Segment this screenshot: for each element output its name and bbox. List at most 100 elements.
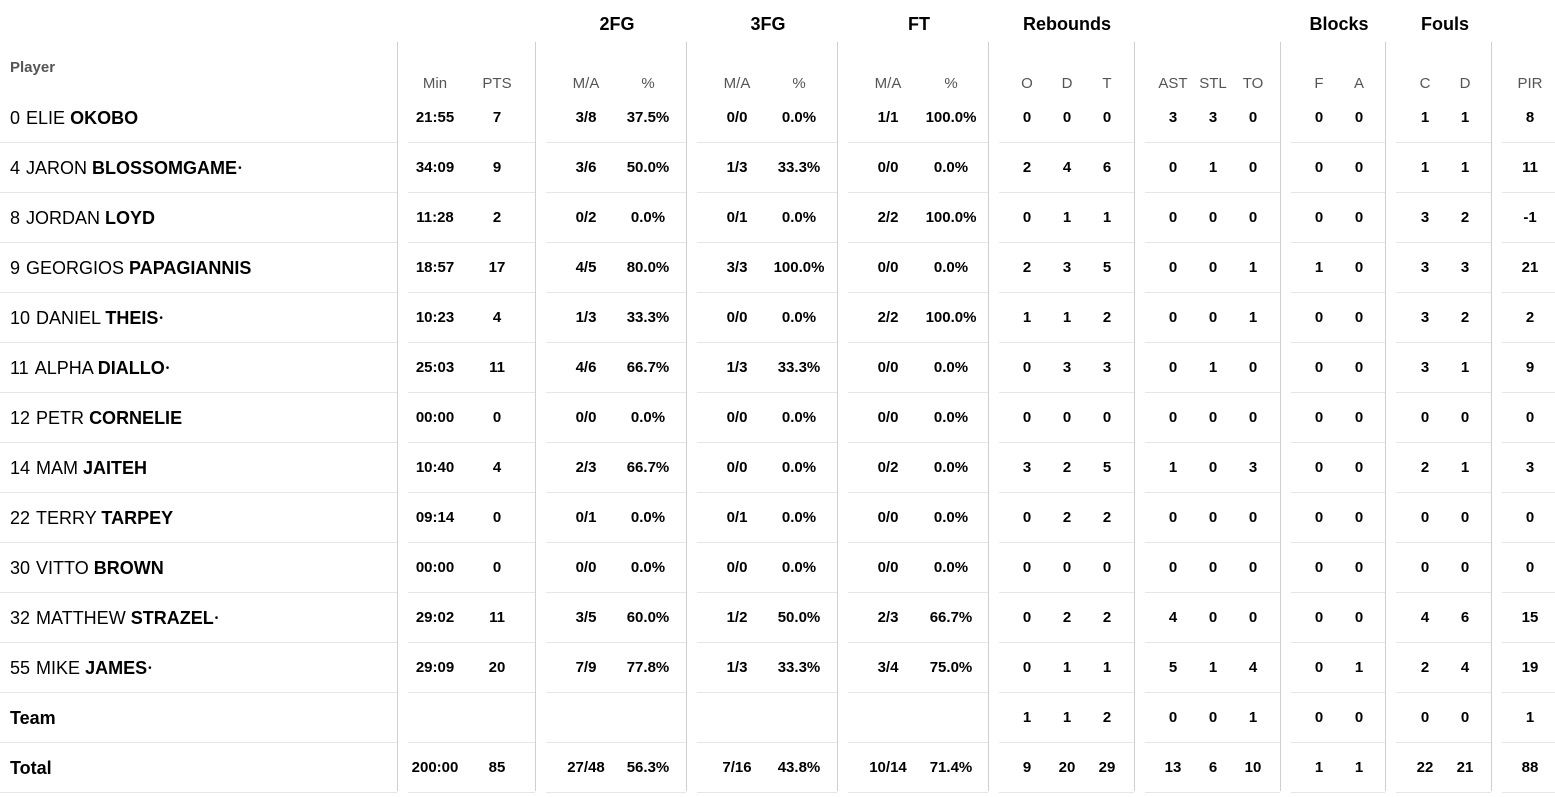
cell-to: 0 bbox=[1248, 159, 1258, 176]
cell-fg3-pct: 100.0% bbox=[773, 259, 825, 276]
column-header-to[interactable]: TO bbox=[1242, 75, 1264, 92]
column-header-player[interactable]: Player bbox=[10, 59, 56, 76]
player-row: 9 GEORGIOS PAPAGIANNIS 18:57 17 4/5 80.0% 3/3 1… bbox=[0, 243, 1555, 293]
cell-fg3-ma: 3/3 bbox=[726, 259, 748, 276]
cell-reb-d: 1 bbox=[1062, 309, 1072, 326]
column-header-pts[interactable]: PTS bbox=[482, 75, 512, 92]
player-first-name: ELIE bbox=[26, 108, 66, 128]
row-divider bbox=[848, 292, 988, 293]
player-number: 9 bbox=[10, 258, 21, 278]
player-last-name: OKOBO bbox=[70, 108, 139, 128]
cell-fg3-pct: 0.0% bbox=[781, 409, 817, 426]
cell-fg3-ma: 0/0 bbox=[726, 409, 748, 426]
player-row: 55 MIKE JAMES• 29:09 20 7/9 77.8% 1/3 33.3% 3/4 7… bbox=[0, 643, 1555, 693]
column-header-ast[interactable]: AST bbox=[1158, 75, 1188, 92]
row-divider bbox=[697, 542, 837, 543]
cell-reb-t: 2 bbox=[1102, 509, 1112, 526]
cell-to: 0 bbox=[1248, 209, 1258, 226]
column-header-reb-d[interactable]: D bbox=[1061, 75, 1073, 92]
cell-fg2-ma: 7/9 bbox=[575, 659, 597, 676]
cell-pir: 88 bbox=[1521, 759, 1539, 776]
column-header-fg3-pct[interactable]: % bbox=[792, 75, 806, 92]
cell-reb-t: 0 bbox=[1102, 409, 1112, 426]
row-divider bbox=[697, 742, 837, 743]
cell-ast: 0 bbox=[1168, 259, 1178, 276]
player-name-link[interactable]: 30 VITTO BROWN bbox=[10, 543, 164, 593]
cell-fg3-pct: 0.0% bbox=[781, 309, 817, 326]
player-name-link[interactable]: 32 MATTHEW STRAZEL• bbox=[10, 593, 218, 643]
cell-pir: 1 bbox=[1525, 709, 1535, 726]
cell-foul-c: 1 bbox=[1420, 109, 1430, 126]
cell-fg2-pct: 66.7% bbox=[626, 459, 670, 476]
total-row-label: Total bbox=[10, 758, 52, 778]
starter-mark-icon: • bbox=[214, 613, 219, 625]
divider bbox=[1280, 42, 1281, 791]
column-header-fg2-pct[interactable]: % bbox=[641, 75, 655, 92]
player-name-link[interactable]: 9 GEORGIOS PAPAGIANNIS bbox=[10, 243, 251, 293]
cell-fg3-pct: 0.0% bbox=[781, 209, 817, 226]
player-name-link[interactable]: 14 MAM JAITEH bbox=[10, 443, 147, 493]
column-header-stl[interactable]: STL bbox=[1199, 75, 1227, 92]
column-header-foul-d[interactable]: D bbox=[1459, 75, 1471, 92]
cell-pts: 2 bbox=[492, 209, 502, 226]
row-divider bbox=[0, 142, 397, 143]
divider bbox=[535, 42, 536, 791]
column-header-fg3-ma[interactable]: M/A bbox=[723, 75, 751, 92]
player-name-link[interactable]: 8 JORDAN LOYD bbox=[10, 193, 155, 243]
cell-reb-o: 0 bbox=[1022, 409, 1032, 426]
column-header-fg2-ma[interactable]: M/A bbox=[572, 75, 600, 92]
cell-pir: 8 bbox=[1525, 109, 1535, 126]
player-name-link[interactable]: 4 JARON BLOSSOMGAME• bbox=[10, 143, 242, 193]
player-name-link[interactable]: 22 TERRY TARPEY bbox=[10, 493, 173, 543]
cell-fg2-ma: 3/8 bbox=[575, 109, 597, 126]
cell-fg3-pct: 43.8% bbox=[777, 759, 821, 776]
cell-ast: 0 bbox=[1168, 709, 1178, 726]
cell-pts: 20 bbox=[488, 659, 506, 676]
cell-foul-c: 3 bbox=[1420, 209, 1430, 226]
cell-fg2-ma: 0/2 bbox=[575, 209, 597, 226]
row-divider bbox=[408, 692, 535, 693]
cell-pts: 11 bbox=[489, 359, 505, 376]
row-divider bbox=[1396, 292, 1491, 293]
player-name-link[interactable]: 12 PETR CORNELIE bbox=[10, 393, 182, 443]
column-header-reb-o[interactable]: O bbox=[1021, 75, 1033, 92]
player-name-link[interactable]: 55 MIKE JAMES• bbox=[10, 643, 152, 693]
column-header-min[interactable]: Min bbox=[422, 75, 448, 92]
column-header-blk-a[interactable]: A bbox=[1353, 75, 1364, 92]
cell-foul-d: 1 bbox=[1460, 159, 1470, 176]
player-name-link[interactable]: 11 ALPHA DIALLO• bbox=[10, 343, 169, 393]
cell-fg3-ma: 0/0 bbox=[726, 109, 748, 126]
column-header-ft-pct[interactable]: % bbox=[944, 75, 958, 92]
column-header-foul-c[interactable]: C bbox=[1419, 75, 1431, 92]
row-divider bbox=[1502, 442, 1555, 443]
row-divider bbox=[1291, 392, 1385, 393]
row-divider bbox=[1145, 692, 1280, 693]
player-name-link[interactable]: 10 DANIEL THEIS• bbox=[10, 293, 163, 343]
player-name-link[interactable]: 0 ELIE OKOBO bbox=[10, 93, 138, 143]
cell-ast: 0 bbox=[1168, 159, 1178, 176]
row-divider bbox=[1502, 592, 1555, 593]
column-header-pir[interactable]: PIR bbox=[1517, 75, 1543, 92]
row-divider bbox=[999, 492, 1134, 493]
player-row: 8 JORDAN LOYD 11:28 2 0/2 0.0% 0/1 0.0% 2/2 100.0… bbox=[0, 193, 1555, 243]
player-first-name: TERRY bbox=[36, 508, 97, 528]
row-divider bbox=[999, 692, 1134, 693]
cell-blk-a: 0 bbox=[1354, 559, 1364, 576]
cell-foul-d: 1 bbox=[1460, 359, 1470, 376]
cell-reb-o: 3 bbox=[1022, 459, 1032, 476]
column-header-ft-ma[interactable]: M/A bbox=[874, 75, 902, 92]
cell-pts: 17 bbox=[488, 259, 506, 276]
cell-reb-d: 0 bbox=[1062, 109, 1072, 126]
row-divider bbox=[999, 392, 1134, 393]
row-divider bbox=[1291, 242, 1385, 243]
row-divider bbox=[0, 392, 397, 393]
column-header-blk-f[interactable]: F bbox=[1314, 75, 1324, 92]
team-row: Team 1 1 2 0 0 1 0 0 0 0 1 bbox=[0, 693, 1555, 743]
player-first-name: MAM bbox=[36, 458, 79, 478]
cell-min: 29:09 bbox=[415, 659, 455, 676]
column-header-reb-t[interactable]: T bbox=[1102, 75, 1112, 92]
cell-reb-d: 3 bbox=[1062, 259, 1072, 276]
row-divider bbox=[408, 642, 535, 643]
cell-fg2-ma: 3/6 bbox=[575, 159, 597, 176]
cell-ft-pct: 0.0% bbox=[933, 359, 969, 376]
